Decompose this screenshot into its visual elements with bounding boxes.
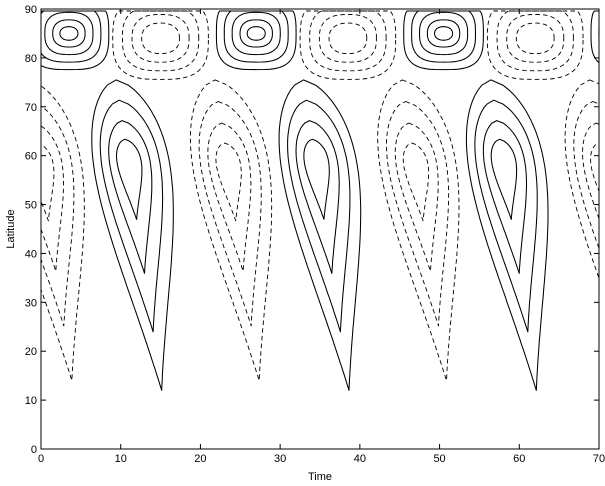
mid-positive-contour xyxy=(99,99,164,333)
x-axis: 0 10 20 30 40 50 60 70 xyxy=(38,9,605,465)
y-tick-label: 10 xyxy=(25,395,37,407)
polar-negative-contour xyxy=(496,10,574,72)
polar-positive-contour xyxy=(411,10,477,63)
polar-negative-contour xyxy=(515,22,555,55)
polar-positive-contour xyxy=(59,26,79,41)
mid-positive-contour xyxy=(474,99,538,333)
mid-positive-contour xyxy=(115,138,143,220)
y-tick-label: 90 xyxy=(25,4,37,16)
mid-negative-contour xyxy=(386,101,450,327)
x-axis-title: Time xyxy=(308,471,332,483)
mid-negative-contour xyxy=(573,101,599,250)
y-tick-label: 30 xyxy=(25,297,37,309)
x-tick-label: 30 xyxy=(274,453,286,465)
x-tick-label: 40 xyxy=(354,453,366,465)
polar-negative-contour xyxy=(0,15,2,63)
polar-positive-contour xyxy=(223,10,289,63)
mid-negative-contour xyxy=(377,79,460,382)
mid-negative-contour xyxy=(590,142,599,193)
mid-positive-contour xyxy=(490,138,518,220)
mid-negative-contour xyxy=(394,122,439,272)
mid-negative-contour xyxy=(402,142,430,222)
y-axis: 0 10 20 30 40 50 60 70 80 90 xyxy=(25,4,599,456)
y-tick-label: 0 xyxy=(31,444,37,456)
polar-positive-contour xyxy=(231,11,281,56)
mid-positive-contour xyxy=(108,120,153,274)
y-tick-label: 40 xyxy=(25,248,37,260)
y-tick-label: 50 xyxy=(25,200,37,212)
mid-negative-contour xyxy=(189,79,273,382)
mid-positive-contour xyxy=(465,79,549,391)
polar-positive-contour xyxy=(239,19,273,48)
polar-negative-contour xyxy=(0,11,21,79)
y-tick-label: 70 xyxy=(25,102,37,114)
polar-negative-contour xyxy=(328,22,368,55)
polar-positive-contour xyxy=(590,10,599,64)
polar-negative-contour xyxy=(121,10,200,72)
y-tick-label: 80 xyxy=(25,53,37,65)
y-axis-title: Latitude xyxy=(5,209,17,248)
polar-negative-contour xyxy=(141,22,180,55)
polar-negative-contour xyxy=(486,10,584,80)
polar-negative-contour xyxy=(0,11,11,71)
mid-positive-contour xyxy=(91,79,174,391)
polar-positive-contour xyxy=(41,10,102,63)
polar-negative-contour xyxy=(112,10,209,80)
y-tick-label: 60 xyxy=(25,151,37,163)
polar-positive-contour xyxy=(433,26,454,41)
polar-positive-contour xyxy=(52,19,86,48)
mid-negative-contour xyxy=(198,101,262,327)
contour-lines xyxy=(0,10,599,391)
x-tick-label: 10 xyxy=(115,453,127,465)
x-tick-label: 70 xyxy=(593,453,605,465)
mid-negative-contour xyxy=(215,142,242,222)
mid-positive-contour xyxy=(287,99,351,333)
mid-negative-contour xyxy=(207,122,252,272)
mid-positive-contour xyxy=(482,120,528,274)
x-tick-label: 60 xyxy=(513,453,525,465)
x-tick-label: 20 xyxy=(194,453,206,465)
polar-negative-contour xyxy=(318,14,377,63)
polar-negative-contour xyxy=(299,10,397,80)
polar-positive-contour xyxy=(44,11,94,56)
polar-positive-contour xyxy=(246,26,266,41)
polar-negative-contour xyxy=(131,14,190,63)
polar-positive-contour xyxy=(598,23,599,44)
mid-positive-contour xyxy=(295,120,340,274)
polar-negative-contour xyxy=(506,14,565,63)
mid-negative-contour xyxy=(41,143,55,222)
mid-negative-contour xyxy=(582,122,599,220)
polar-negative-contour xyxy=(309,10,387,72)
plot-frame xyxy=(40,8,600,450)
mid-positive-contour xyxy=(278,79,362,391)
mid-negative-contour xyxy=(564,79,599,280)
polar-positive-contour xyxy=(426,19,461,48)
x-tick-label: 0 xyxy=(38,453,44,465)
x-tick-label: 50 xyxy=(433,453,445,465)
mid-negative-contour xyxy=(41,105,75,327)
y-tick-label: 20 xyxy=(25,346,37,358)
mid-positive-contour xyxy=(303,138,330,220)
polar-positive-contour xyxy=(418,11,469,56)
